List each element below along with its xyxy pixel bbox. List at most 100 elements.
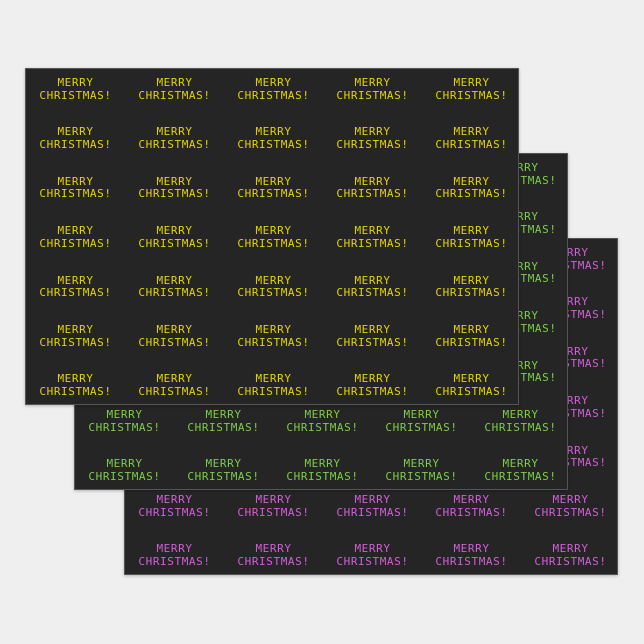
greeting-line1: MERRY [403, 457, 440, 471]
greeting-line1: MERRY [255, 224, 292, 238]
sheet-yellow: MERRY CHRISTMAS! MERRY CHRISTMAS! MERRY CHRIS… [25, 68, 519, 405]
greeting-line1: MERRY [255, 542, 292, 556]
greeting-line1: MERRY [304, 408, 341, 421]
greeting-line2: CHRISTMAS! [39, 236, 112, 250]
greeting-line1: MERRY [354, 323, 391, 336]
greeting-line1: MERRY [304, 457, 341, 471]
greeting-line1: MERRY [552, 493, 589, 506]
greeting-line2: CHRISTMAS! [435, 187, 508, 201]
greeting-line1: MERRY [453, 174, 490, 188]
greeting-line1: MERRY [552, 542, 589, 556]
greeting-line1: MERRY [255, 174, 292, 188]
greeting-line2: CHRISTMAS! [286, 469, 359, 483]
greeting-line1: MERRY [354, 125, 391, 139]
greeting-line1: MERRY [453, 542, 490, 556]
greeting-line2: CHRISTMAS! [39, 384, 112, 398]
greeting-line2: CHRISTMAS! [237, 505, 310, 519]
greeting-line2: CHRISTMAS! [336, 384, 409, 398]
greeting-line1: MERRY [453, 76, 490, 89]
greeting-line2: CHRISTMAS! [88, 469, 161, 483]
greeting-line1: MERRY [354, 372, 391, 386]
greeting-line1: MERRY [354, 224, 391, 238]
greeting-line1: MERRY [156, 372, 193, 386]
greeting-line2: CHRISTMAS! [435, 236, 508, 250]
greeting-line1: MERRY [502, 457, 539, 471]
greeting-line1: MERRY [106, 457, 143, 471]
greeting-line2: CHRISTMAS! [237, 88, 310, 102]
greeting-line2: CHRISTMAS! [484, 420, 557, 434]
greeting-line2: CHRISTMAS! [286, 420, 359, 434]
greeting-line1: MERRY [255, 273, 292, 287]
greeting-line2: CHRISTMAS! [336, 554, 409, 568]
greeting-line2: CHRISTMAS! [237, 384, 310, 398]
greeting-line2: CHRISTMAS! [237, 187, 310, 201]
greeting-line2: CHRISTMAS! [187, 420, 260, 434]
greeting-line1: MERRY [354, 542, 391, 556]
greeting-line1: MERRY [354, 76, 391, 89]
greeting-line2: CHRISTMAS! [187, 469, 260, 483]
greeting-line1: MERRY [156, 224, 193, 238]
greeting-line1: MERRY [57, 224, 94, 238]
greeting-line2: CHRISTMAS! [435, 88, 508, 102]
greeting-line2: CHRISTMAS! [237, 335, 310, 349]
greeting-line1: MERRY [57, 174, 94, 188]
greeting-line1: MERRY [205, 457, 242, 471]
greeting-line2: CHRISTMAS! [237, 137, 310, 151]
greeting-line1: MERRY [453, 372, 490, 386]
greeting-line2: CHRISTMAS! [534, 505, 607, 519]
greeting-line1: MERRY [57, 323, 94, 336]
greeting-line1: MERRY [354, 273, 391, 287]
greeting-line1: MERRY [502, 408, 539, 421]
greeting-line1: MERRY [453, 273, 490, 287]
greeting-line1: MERRY [255, 372, 292, 386]
greeting-line1: MERRY [453, 323, 490, 336]
greeting-line1: MERRY [255, 125, 292, 139]
greeting-line2: CHRISTMAS! [435, 286, 508, 300]
greeting-line1: MERRY [453, 224, 490, 238]
greeting-line2: CHRISTMAS! [138, 335, 211, 349]
greeting-line2: CHRISTMAS! [39, 335, 112, 349]
greeting-line1: MERRY [57, 125, 94, 139]
greeting-line1: MERRY [453, 125, 490, 139]
greeting-line2: CHRISTMAS! [138, 236, 211, 250]
greeting-line2: CHRISTMAS! [88, 420, 161, 434]
greeting-line2: CHRISTMAS! [237, 236, 310, 250]
greeting-line2: CHRISTMAS! [336, 137, 409, 151]
